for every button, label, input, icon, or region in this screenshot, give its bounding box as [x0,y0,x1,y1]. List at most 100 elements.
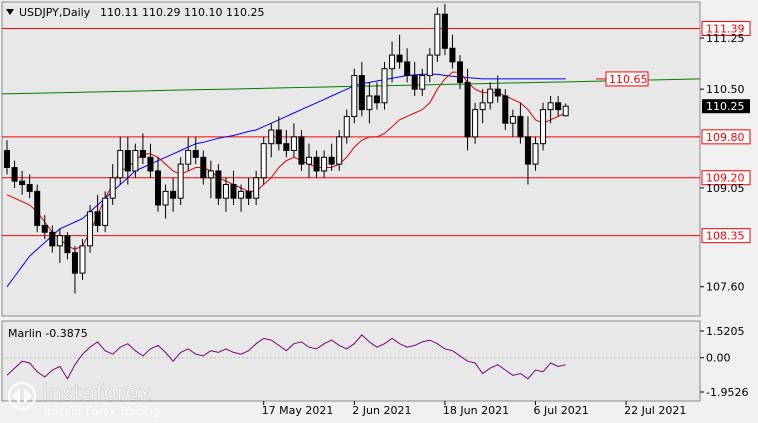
candle-bear [26,184,33,192]
candle-bull [109,177,116,199]
symbol-label: USDJPY,Daily [19,6,91,19]
horizontal-levels: 111.39 109.80 109.20 108.35 [2,21,751,244]
candle-bull [487,88,494,104]
candle-bear [124,149,131,172]
candle-bear [464,81,471,138]
candle-bear [147,156,154,172]
candle-bear [358,75,365,111]
candle-bull [351,75,358,117]
candle-bear [200,156,207,179]
candle-bull [222,184,229,199]
candle-bull [268,129,275,145]
candle-bull [290,136,297,151]
candle-bear [94,211,101,226]
candle-bear [283,143,290,151]
candle-bull [479,102,486,111]
candle-bear [404,61,411,77]
candle-bull [306,156,312,165]
indicator-panel[interactable] [1,320,701,402]
candle-bear [411,75,418,90]
candle-bull [434,13,441,56]
candle-bull [366,95,373,111]
indicator-label: Marlin -0.3875 [8,327,88,340]
instaforex-logo-icon [7,381,37,411]
price-axis: 111.25 110.50 109.05 107.60 110.25 [700,32,750,294]
y-tick-label: 110.50 [706,83,745,96]
candle-bear [373,95,380,104]
watermark-tagline: Instant Forex Trading [44,405,160,418]
candle-bear [155,170,161,206]
candle-bear [524,136,531,165]
candle-bear [71,252,78,274]
dropdown-triangle-icon[interactable] [6,9,14,15]
candle-bull [381,68,388,104]
ma-long-line [1,78,701,95]
candle-bear [441,13,448,49]
osc-level-label: 0.00 [706,352,731,365]
candle-bull [472,109,479,138]
candle-bear [215,170,222,199]
candle-bear [64,235,71,254]
candle-bull [253,177,260,199]
main-chart-panel[interactable] [1,1,701,317]
ma-slow-line [6,73,566,287]
candle-bear [4,149,10,169]
level-tag-box [701,21,751,37]
candle-bull [56,235,63,247]
oscillator-line: 1.5205 0.00 -1.9526 [2,325,748,399]
x-tick-label: 2 Jun 2021 [352,404,411,417]
candle-bull [177,163,184,199]
y-tick-label: 111.25 [706,32,745,45]
candle-bear [517,115,524,138]
y-tick-label: 107.60 [706,281,745,294]
level-tag-box [701,129,751,145]
candle-bull [562,105,569,117]
ma-long-tag-label: 110.65 [609,73,648,86]
candle-bull [79,245,86,274]
candle-bear [139,149,146,158]
candle-bear [245,190,252,199]
y-tick-label: 109.05 [706,182,745,195]
candle-bull [321,156,328,172]
candle-bear [457,61,463,83]
x-tick-label: 18 Jun 2021 [443,404,509,417]
level-tag-label: 109.20 [706,172,745,185]
candle-bull [509,115,516,124]
candle-bull [343,115,350,138]
candle-bear [298,136,305,165]
candle-bear [449,47,456,63]
candles [4,4,569,294]
candle-bear [34,190,41,226]
x-tick-label: 6 Jul 2021 [534,404,589,417]
candle-bull [102,197,109,226]
candle-bull [87,211,94,247]
oscillator-line [6,334,566,380]
ma-long-tag-box [605,71,649,87]
candle-bull [238,190,245,199]
level-tag-label: 109.80 [706,131,745,144]
candle-bull [207,170,214,179]
candle-bear [230,184,237,199]
osc-level-label: -1.9526 [706,386,748,399]
candle-bull [336,136,343,165]
candle-bear [555,102,562,111]
candle-bull [389,54,396,70]
candle-bear [328,156,335,165]
level-tag-box [701,228,751,244]
candle-bull [540,109,547,145]
candle-bear [170,190,177,199]
level-tag-label: 108.35 [706,230,745,243]
candle-bull [426,54,433,77]
candle-bear [396,54,403,63]
x-tick-label: 17 May 2021 [262,404,334,417]
watermark-brand: instaforex [42,381,152,406]
candle-bull [185,149,192,165]
ohlc-label: 110.11 110.29 110.10 110.25 [100,6,264,19]
candle-bull [260,143,267,179]
candle-bull [419,75,426,90]
candle-bull [547,102,554,111]
candle-bear [313,156,320,172]
watermark: instaforex Instant Forex Trading [7,381,160,418]
